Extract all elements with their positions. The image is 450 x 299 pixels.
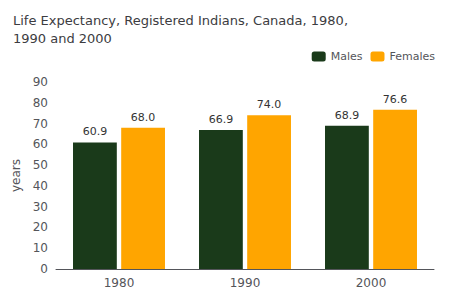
svg-text:years: years	[9, 159, 23, 192]
svg-text:60: 60	[33, 137, 48, 151]
svg-text:10: 10	[33, 241, 48, 255]
svg-text:68.9: 68.9	[335, 109, 360, 122]
svg-text:1990: 1990	[230, 276, 261, 290]
svg-text:74.0: 74.0	[257, 98, 282, 111]
svg-text:50: 50	[33, 158, 48, 172]
svg-text:68.0: 68.0	[131, 111, 156, 124]
svg-text:1980: 1980	[104, 276, 135, 290]
svg-text:76.6: 76.6	[383, 93, 408, 106]
svg-text:66.9: 66.9	[209, 113, 234, 126]
svg-text:Males: Males	[331, 50, 363, 63]
svg-text:90: 90	[33, 75, 48, 89]
svg-text:2000: 2000	[356, 276, 387, 290]
svg-text:Life Expectancy, Registered In: Life Expectancy, Registered Indians, Can…	[13, 13, 348, 28]
svg-text:30: 30	[33, 200, 48, 214]
svg-text:40: 40	[33, 179, 48, 193]
svg-text:60.9: 60.9	[83, 125, 108, 138]
svg-text:80: 80	[33, 96, 48, 110]
svg-text:1990 and 2000: 1990 and 2000	[13, 31, 112, 46]
svg-text:20: 20	[33, 220, 48, 234]
svg-text:Females: Females	[389, 50, 435, 63]
svg-text:70: 70	[33, 117, 48, 131]
svg-text:0: 0	[40, 262, 48, 276]
